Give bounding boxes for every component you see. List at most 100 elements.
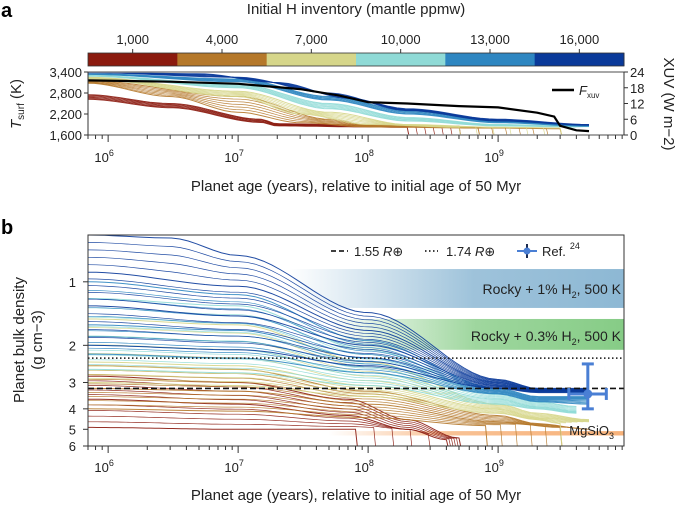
series-line-bin-2 — [88, 365, 584, 423]
series-line-bin-1 — [88, 378, 572, 428]
x-tick-label: 109 — [484, 458, 503, 475]
series-line-bin-4 — [88, 290, 589, 398]
series-line-bin-4 — [88, 330, 590, 401]
x-tick-label: 107 — [224, 458, 243, 475]
plot-b: Rocky + 1% H2, 500 K Rocky + 0.3% H2, 50… — [11, 234, 625, 504]
series-line-bin-1 — [88, 82, 481, 135]
colorbar-tick-label: 10,000 — [381, 32, 421, 47]
panel-label-b: b — [1, 217, 13, 239]
reference-lines — [88, 357, 624, 390]
y2-tick-label: 0 — [630, 128, 637, 143]
x-tick-label: 107 — [224, 148, 243, 165]
density-series — [88, 235, 590, 446]
series-line-bin-5 — [88, 256, 589, 390]
legend-fxuv-label: Fxuv — [579, 83, 599, 100]
x-axis-label-a: Planet age (years), relative to initial … — [191, 178, 521, 195]
y-tick-label: 5 — [69, 422, 76, 437]
x-tick-label: 106 — [94, 458, 113, 475]
series-line-bin-3 — [88, 364, 577, 414]
series-line-bin-5 — [88, 298, 589, 392]
series-line-bin-2 — [88, 378, 566, 424]
series-line-bin-5 — [88, 278, 589, 391]
y-tick-label: 1,600 — [49, 128, 82, 143]
series-line-bin-5 — [88, 249, 589, 390]
series-line-bin-5 — [88, 285, 589, 391]
series-line-bin-5 — [88, 72, 590, 126]
band-label-1pct: Rocky + 1% H2, 500 K — [483, 281, 622, 300]
y2-axis-label-a: XUV (W m−2) — [660, 58, 677, 151]
colorbar-title: Initial H inventory (mantle ppmw) — [247, 1, 465, 18]
y-axis-label-a: Tsurf (K) — [8, 79, 27, 129]
series-line-bin-5 — [88, 264, 589, 390]
series-line-bin-4 — [88, 353, 590, 405]
series-line-bin-5 — [88, 305, 589, 392]
colorbar: 1,000 4,000 7,000 10,000 13,000 16,000 — [87, 32, 625, 67]
series-line-bin-3 — [88, 368, 577, 414]
series-line-bin-4 — [88, 347, 590, 404]
series-line-bin-5 — [88, 242, 589, 390]
legend-dotted-label: 1.74 R⊕ — [446, 244, 495, 259]
colorbar-bin — [356, 53, 446, 66]
colorbar-tick-label: 1,000 — [116, 32, 149, 47]
x-axis-label-b: Planet age (years), relative to initial … — [191, 487, 521, 504]
series-line-bin-5 — [88, 313, 589, 392]
band-0 — [288, 269, 624, 308]
series-line-bin-5 — [88, 235, 589, 389]
series-line-bin-0 — [88, 398, 449, 446]
series-line-bin-5 — [88, 271, 589, 391]
panel-label-a: a — [1, 0, 13, 22]
y-tick-label: 6 — [69, 439, 76, 454]
y2-tick-label: 18 — [630, 81, 644, 96]
series-line-bin-1 — [88, 396, 533, 446]
series-line-bin-2 — [88, 382, 563, 446]
series-line-bin-0 — [88, 421, 376, 446]
series-line-bin-1 — [88, 80, 549, 135]
series-line-bin-4 — [88, 336, 590, 402]
colorbar-frame — [87, 52, 625, 67]
y-tick-label: 2 — [69, 338, 76, 353]
colorbar-bin — [88, 53, 178, 66]
series-line-bin-3 — [88, 316, 577, 409]
series-line-bin-3 — [88, 359, 577, 413]
y-tick-label: 1 — [69, 275, 76, 290]
series-line-bin-0 — [88, 394, 451, 446]
y-tick-label: 4 — [69, 402, 76, 417]
colorbar-tick-label: 16,000 — [559, 32, 599, 47]
series-line-bin-1 — [88, 383, 566, 428]
y2-tick-label: 6 — [630, 112, 637, 127]
colorbar-bin — [177, 53, 268, 66]
axes-b: 1 2 3 4 5 6 106 107 108 109 — [69, 234, 625, 475]
series-line-bin-1 — [88, 404, 503, 446]
series-line-bin-0 — [88, 94, 462, 135]
y-tick-label: 3,400 — [49, 65, 82, 80]
legend-fxuv: Fxuv — [552, 83, 599, 100]
series-line-bin-0 — [88, 410, 413, 446]
series-line-bin-1 — [88, 400, 518, 446]
series-line-bin-4 — [88, 307, 589, 399]
series-line-bin-3 — [88, 354, 577, 413]
series-line-bin-0 — [88, 426, 358, 446]
series-line-bin-0 — [88, 415, 395, 446]
band-labels: Rocky + 1% H2, 500 K Rocky + 0.3% H2, 50… — [471, 281, 622, 441]
series-line-bin-2 — [88, 369, 578, 423]
x-tick-label: 108 — [354, 458, 373, 475]
series-line-bin-1 — [88, 392, 548, 446]
band-label-0.3pct: Rocky + 0.3% H2, 500 K — [471, 328, 622, 347]
x-tick-label: 106 — [94, 148, 113, 165]
x-tick-label: 108 — [354, 148, 373, 165]
colorbar-bin — [534, 53, 625, 66]
series-line-bin-2 — [88, 373, 572, 423]
y-tick-label: 2,200 — [49, 107, 82, 122]
y2-tick-label: 12 — [630, 97, 644, 112]
series-line-bin-2 — [88, 78, 462, 135]
y-tick-label: 2,800 — [49, 86, 82, 101]
series-line-bin-0 — [88, 389, 454, 446]
ref-marker — [583, 389, 593, 399]
y-tick-label: 3 — [69, 375, 76, 390]
series-line-bin-0 — [88, 380, 459, 446]
series-line-bin-5 — [88, 292, 589, 392]
reference-point — [567, 362, 608, 411]
